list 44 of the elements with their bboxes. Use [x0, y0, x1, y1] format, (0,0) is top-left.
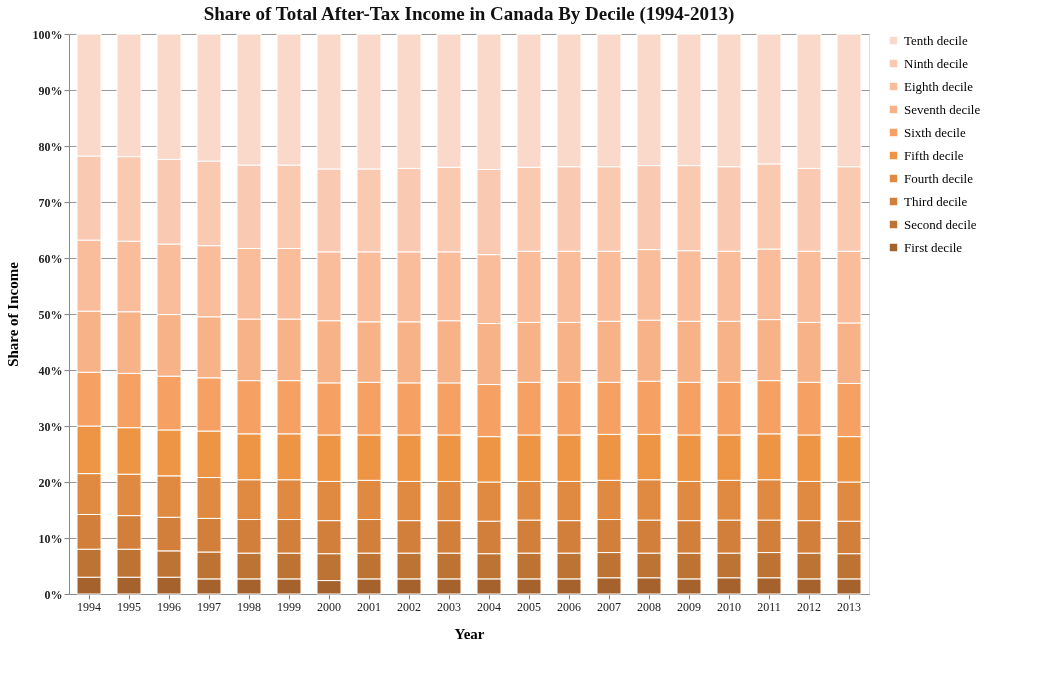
y-tick-label: 80%	[38, 139, 63, 154]
x-tick-label: 1994	[77, 599, 101, 614]
x-tick-label: 1997	[197, 599, 221, 614]
legend-label: Tenth decile	[904, 32, 968, 48]
legend-label: Seventh decile	[904, 101, 981, 117]
y-tick-label: 100%	[32, 27, 63, 42]
y-tick-label: 10%	[38, 531, 63, 546]
y-tick-label: 90%	[38, 83, 63, 98]
legend-label: Second decile	[904, 216, 977, 232]
y-tick-label: 70%	[38, 195, 63, 210]
legend-label: First decile	[904, 239, 963, 255]
x-tick-label: 2003	[437, 599, 461, 614]
x-tick-label: 2004	[477, 599, 501, 614]
legend-label: Ninth decile	[904, 55, 969, 71]
y-tick-label: 60%	[38, 251, 63, 266]
x-tick-label: 2011	[757, 599, 781, 614]
y-tick-label: 40%	[38, 363, 63, 378]
x-tick-label: 2001	[357, 599, 381, 614]
x-tick-label: 2005	[517, 599, 541, 614]
legend-label: Sixth decile	[904, 124, 966, 140]
x-tick-label: 1999	[277, 599, 301, 614]
legend-label: Eighth decile	[904, 78, 974, 94]
x-tick-label: 2006	[557, 599, 581, 614]
x-tick-label: 2013	[837, 599, 861, 614]
legend-label: Fourth decile	[904, 170, 974, 186]
x-tick-label: 1996	[157, 599, 181, 614]
chart-title: Share of Total After-Tax Income in Canada By Decile (1994-2013)	[203, 3, 735, 25]
y-tick-label: 0%	[44, 587, 63, 602]
x-tick-label: 2008	[637, 599, 661, 614]
x-axis-title: Year	[454, 625, 485, 642]
y-tick-label: 50%	[38, 307, 63, 322]
y-tick-label: 30%	[38, 419, 63, 434]
legend-label: Fifth decile	[904, 147, 964, 163]
x-tick-label: 2009	[677, 599, 701, 614]
y-axis-title: Share of Income	[4, 261, 21, 367]
y-tick-label: 20%	[38, 475, 63, 490]
x-tick-label: 1998	[237, 599, 261, 614]
x-tick-label: 2007	[597, 599, 621, 614]
x-tick-label: 2000	[317, 599, 341, 614]
x-tick-label: 2002	[397, 599, 421, 614]
x-tick-label: 2010	[717, 599, 741, 614]
legend-label: Third decile	[904, 193, 968, 209]
x-tick-label: 2012	[797, 599, 821, 614]
x-tick-label: 1995	[117, 599, 141, 614]
